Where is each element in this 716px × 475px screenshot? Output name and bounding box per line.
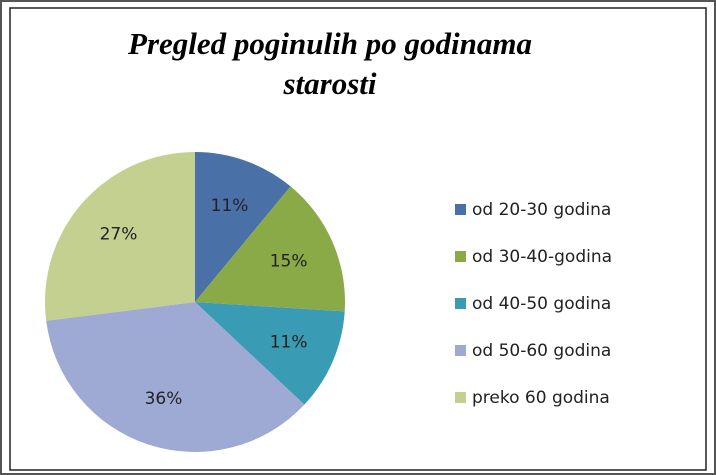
legend-label: od 30-40-godina: [472, 247, 612, 267]
legend-label: preko 60 godina: [472, 388, 610, 408]
pie-slice: [195, 152, 291, 302]
data-label: 15%: [270, 251, 308, 271]
legend-swatch: [455, 392, 466, 403]
legend-swatch: [455, 204, 466, 215]
data-label: 27%: [100, 225, 138, 245]
data-label: 36%: [145, 389, 183, 409]
legend-label: od 50-60 godina: [472, 341, 611, 361]
pie-slice: [46, 302, 305, 452]
data-label: 11%: [211, 196, 249, 216]
pie-slice: [195, 302, 345, 405]
legend-swatch: [455, 251, 466, 262]
legend-label: od 40-50 godina: [472, 294, 611, 314]
chart-title: Pregled poginulih po godinama starosti: [128, 26, 532, 101]
legend-swatch: [455, 298, 466, 309]
legend-swatch: [455, 345, 466, 356]
legend-label: od 20-30 godina: [472, 200, 611, 220]
pie-slice: [45, 152, 195, 321]
pie-slice: [195, 186, 346, 312]
data-label: 11%: [270, 333, 308, 353]
